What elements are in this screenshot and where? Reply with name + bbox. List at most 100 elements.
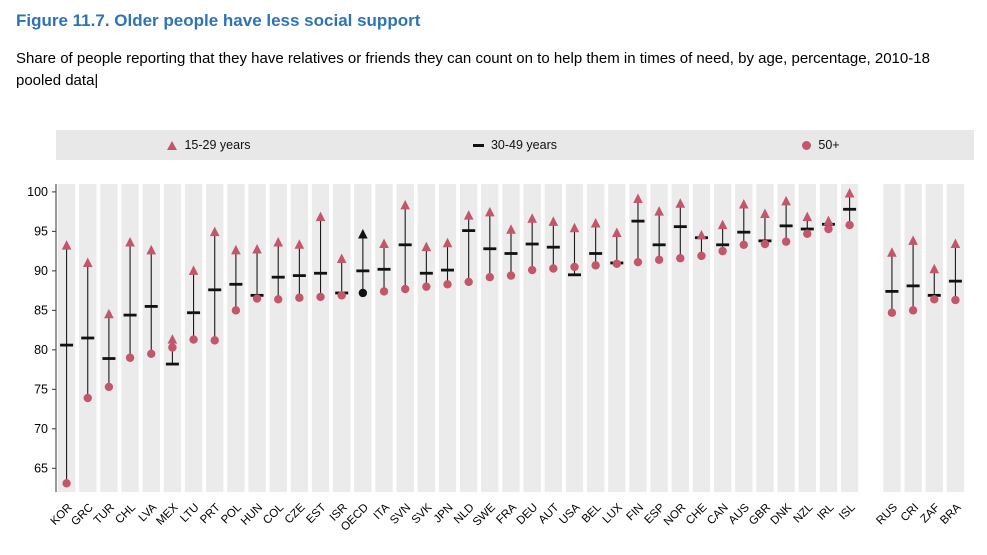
ytick-label: 65 [34,461,48,475]
triangle-marker [569,222,580,233]
plot-band [523,184,541,492]
triangle-marker [633,193,643,204]
triangle-marker [209,226,220,237]
country-label: DEU [515,502,541,528]
triangle-marker [61,240,72,250]
legend-item-30-49: 30-49 years [362,138,668,152]
circle-marker [676,254,685,263]
triangle-marker [442,237,453,248]
triangle-marker [950,238,961,249]
ytick-label: 90 [34,264,48,278]
circle-marker [612,259,622,268]
plot-band [290,184,309,492]
plot-band [819,184,838,492]
circle-marker [147,349,156,358]
dash-icon [472,143,484,147]
plot-band [396,184,414,492]
plot-band [840,184,859,492]
plot-band [248,184,266,492]
circle-marker [739,240,748,250]
circle-marker [908,306,918,315]
ytick-label: 80 [34,343,48,357]
figure-subtitle: Share of people reporting that they have… [16,48,961,92]
country-label: POL [219,501,244,526]
triangle-marker [125,236,135,247]
figure-title: Figure 11.7. Older people have less soci… [16,11,421,30]
triangle-marker [929,263,940,274]
ytick-label: 100 [27,185,48,199]
circle-marker [62,479,71,488]
country-label: AUT [537,502,562,527]
plot-band [692,184,711,492]
circle-marker [654,255,664,265]
ytick-label: 95 [34,224,48,238]
triangle-marker [887,247,897,257]
country-label: USA [557,501,582,526]
circle-marker [845,220,854,230]
country-label: PRT [198,502,223,527]
triangle-icon [167,140,178,150]
triangle-marker [379,238,389,249]
plot-band [227,184,245,492]
triangle-marker [146,244,157,255]
triangle-marker [506,224,516,234]
ytick-label: 70 [34,422,48,436]
circle-marker [295,293,304,302]
plot-band [883,184,901,492]
ytick-label: 75 [34,382,48,396]
triangle-marker [844,187,855,198]
circle-marker [570,262,579,272]
triangle-marker [654,206,664,216]
triangle-marker [294,239,305,249]
triangle-marker [421,241,432,252]
triangle-marker [527,213,537,223]
circle-marker [104,382,114,392]
country-label: DNK [769,501,795,527]
country-label: JPN [432,502,456,526]
circle-marker [781,237,791,246]
country-label: CHL [113,501,138,526]
circle-marker [464,277,473,287]
circle-marker [210,336,219,345]
circle-marker [252,294,262,303]
plot-band [417,184,436,492]
legend-label: 30-49 years [490,138,557,152]
triangle-marker [908,235,918,245]
circle-marker [633,257,643,267]
circle-marker [168,343,177,352]
circle-marker [824,224,833,234]
subtitle-text: Share of people reporting that they have… [16,50,930,89]
ytick-label: 85 [34,303,48,317]
circle-marker [803,229,812,238]
circle-icon [802,140,812,150]
country-label: IRL [815,501,837,523]
plot-band [544,184,563,492]
circle-marker [422,282,431,291]
country-label: CAN [705,502,731,528]
plot-band [565,184,584,492]
circle-marker [443,280,452,289]
country-label: FIN [625,502,647,524]
dot-range-plot: 65707580859095100KORGRCTURCHLLVAMEXLTUPR… [27,184,965,534]
country-label: ZAF [919,502,943,526]
triangle-marker [167,334,178,344]
circle-marker [506,271,516,280]
plot-band [650,184,668,492]
country-label: HUN [239,502,265,528]
plot-band [269,184,287,492]
country-label: GRC [69,502,96,529]
plot-band [586,184,605,492]
plot-band [481,184,499,492]
triangle-marker [463,210,474,220]
triangle-marker [273,236,284,247]
country-label: BEL [580,501,604,525]
circle-marker [591,261,600,270]
triangle-marker [717,219,728,230]
plot-band [502,184,520,492]
triangle-marker [358,229,368,239]
country-label: CZE [283,501,308,526]
circle-marker [527,265,537,275]
circle-marker [231,306,241,315]
plot-band [671,184,689,492]
country-label: SVK [410,501,435,526]
